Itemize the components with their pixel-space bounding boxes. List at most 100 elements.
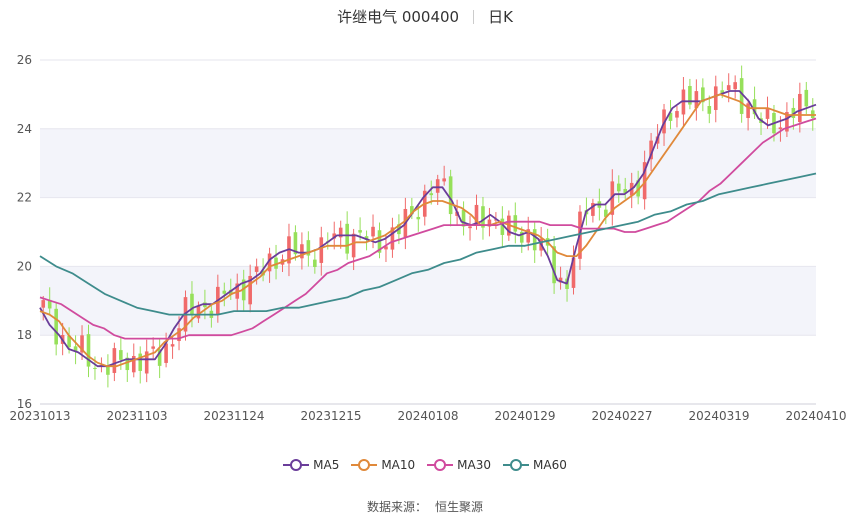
candle-body bbox=[694, 91, 699, 109]
x-tick-label: 20231013 bbox=[9, 409, 70, 423]
candle-body bbox=[571, 257, 576, 288]
candle-body bbox=[306, 240, 311, 256]
candle-body bbox=[248, 275, 252, 305]
legend-marker bbox=[503, 459, 530, 471]
candle-body bbox=[228, 289, 233, 295]
x-tick-label: 20231215 bbox=[300, 409, 361, 423]
x-tick-label: 20231124 bbox=[203, 409, 264, 423]
candle-body bbox=[351, 233, 356, 258]
candle-body bbox=[86, 334, 91, 367]
x-tick-label: 20240410 bbox=[785, 409, 846, 423]
candle-body bbox=[798, 93, 802, 123]
candle-body bbox=[364, 236, 369, 240]
legend-item-ma10[interactable]: MA10 bbox=[351, 458, 415, 472]
candle-body bbox=[144, 351, 149, 374]
candle-body bbox=[526, 229, 531, 243]
candle-body bbox=[106, 366, 110, 375]
y-tick-label: 24 bbox=[17, 122, 32, 136]
y-tick-label: 16 bbox=[17, 397, 32, 411]
y-tick-label: 22 bbox=[17, 191, 32, 205]
candle-body bbox=[765, 108, 770, 119]
candle-body bbox=[112, 348, 117, 373]
candle-body bbox=[138, 353, 143, 371]
title-divider bbox=[473, 10, 475, 24]
candle-body bbox=[649, 140, 653, 160]
ma30-line bbox=[39, 117, 817, 340]
candle-body bbox=[313, 259, 317, 267]
candle-body bbox=[293, 232, 298, 255]
source-label: 数据来源： bbox=[366, 500, 427, 514]
candle-body bbox=[513, 215, 518, 232]
grid-band bbox=[40, 128, 816, 198]
candle-body bbox=[726, 85, 731, 90]
x-tick-label: 20240108 bbox=[397, 409, 458, 423]
candle-body bbox=[73, 346, 78, 352]
candle-body bbox=[41, 300, 46, 308]
candle-body bbox=[151, 346, 155, 349]
candle-body bbox=[591, 203, 595, 216]
candle-body bbox=[785, 112, 789, 132]
candle-body bbox=[804, 89, 809, 107]
candle-body bbox=[739, 78, 744, 114]
stock-name: 许继电气 000400 bbox=[337, 8, 460, 26]
candle-body bbox=[500, 218, 505, 235]
candle-body bbox=[332, 233, 337, 239]
legend-label: MA30 bbox=[457, 458, 492, 472]
y-tick-label: 20 bbox=[17, 259, 32, 273]
legend-marker bbox=[283, 459, 310, 471]
data-source: 数据来源： 恒生聚源 bbox=[0, 498, 850, 515]
candle-body bbox=[54, 308, 58, 345]
ma5-line bbox=[39, 90, 817, 368]
candle-body bbox=[93, 367, 97, 369]
candle-body bbox=[474, 204, 479, 225]
candle-body bbox=[131, 355, 136, 373]
legend-item-ma30[interactable]: MA30 bbox=[427, 458, 491, 472]
candles bbox=[41, 65, 815, 388]
candle-body bbox=[170, 344, 175, 347]
candle-body bbox=[241, 279, 246, 301]
candle-body bbox=[468, 226, 472, 229]
legend-item-ma5[interactable]: MA5 bbox=[283, 458, 339, 472]
candle-body bbox=[733, 82, 737, 90]
candle-body bbox=[67, 335, 71, 348]
candle-body bbox=[416, 216, 421, 220]
candle-body bbox=[274, 257, 278, 269]
candle-body bbox=[558, 277, 563, 283]
candle-body bbox=[442, 178, 446, 182]
candle-body bbox=[157, 349, 162, 366]
candle-body bbox=[675, 111, 679, 118]
candle-body bbox=[688, 86, 692, 105]
period-label: 日K bbox=[488, 8, 513, 26]
legend-label: MA10 bbox=[381, 458, 416, 472]
candle-body bbox=[338, 227, 343, 238]
candle-body bbox=[190, 293, 194, 315]
candle-body bbox=[752, 99, 757, 115]
candle-body bbox=[429, 193, 434, 196]
candle-body bbox=[519, 231, 524, 243]
ma60-line bbox=[39, 172, 817, 316]
y-tick-label: 18 bbox=[17, 328, 32, 342]
y-tick-label: 26 bbox=[17, 53, 32, 67]
legend-label: MA5 bbox=[313, 458, 340, 472]
candle-body bbox=[616, 183, 621, 192]
candle-body bbox=[481, 206, 485, 228]
candle-body bbox=[713, 86, 718, 110]
candle-body bbox=[746, 103, 750, 118]
candle-body bbox=[623, 188, 628, 193]
candle-body bbox=[177, 328, 181, 342]
x-tick-label: 20231103 bbox=[106, 409, 167, 423]
candle-body bbox=[791, 107, 796, 118]
candle-body bbox=[778, 127, 783, 130]
x-tick-label: 20240319 bbox=[688, 409, 749, 423]
candle-body bbox=[196, 306, 201, 319]
candle-body bbox=[254, 266, 259, 272]
legend-item-ma60[interactable]: MA60 bbox=[503, 458, 567, 472]
candle-body bbox=[720, 90, 725, 94]
candle-body bbox=[164, 343, 168, 363]
candle-body bbox=[319, 237, 324, 263]
candle-body bbox=[461, 209, 466, 227]
x-tick-label: 20240227 bbox=[591, 409, 652, 423]
x-tick-label: 20240129 bbox=[494, 409, 555, 423]
candle-body bbox=[345, 223, 349, 254]
candle-body bbox=[358, 230, 362, 233]
